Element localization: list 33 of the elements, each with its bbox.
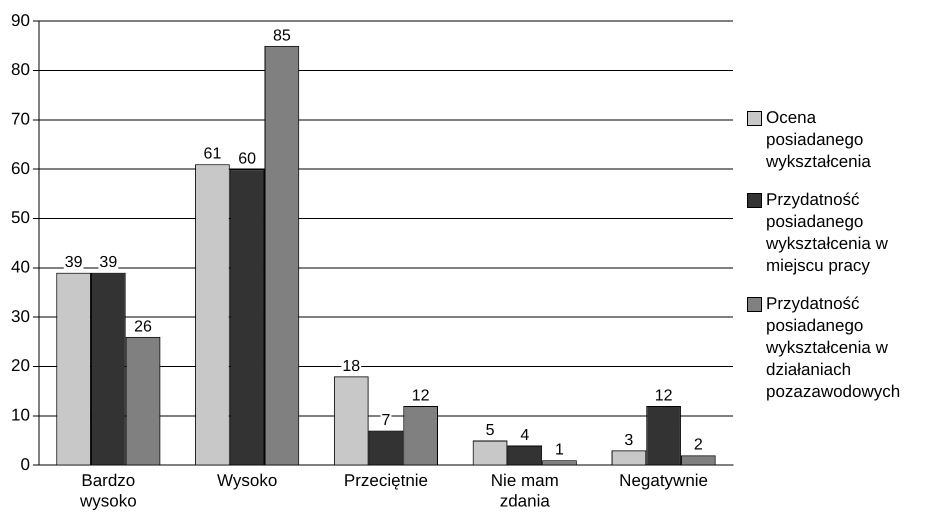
data-label: 60 xyxy=(238,150,256,168)
x-tick-label: Nie mam zdania xyxy=(490,471,559,510)
data-label: 7 xyxy=(382,412,390,430)
y-tick-label: 40 xyxy=(10,258,30,277)
x-tick-label: Negatywnie xyxy=(619,471,708,490)
data-label: 39 xyxy=(99,254,118,272)
data-label: 1 xyxy=(555,442,564,459)
y-tick-label: 90 xyxy=(10,10,30,30)
data-label: 85 xyxy=(272,27,291,44)
legend-label: Przydatność posiadanego wykształcenia w działaniach pozazawodowych xyxy=(766,293,902,403)
y-tick-label: 70 xyxy=(10,110,30,129)
x-tick-label: Bardzo wysoko xyxy=(78,471,137,510)
data-label: 3 xyxy=(624,432,634,449)
legend-label: Ocena posiadanego wykształcenia xyxy=(766,107,872,173)
y-tick-label: 10 xyxy=(10,406,30,425)
data-label: 4 xyxy=(520,426,530,444)
y-tick-label: 60 xyxy=(10,158,30,178)
data-label: 18 xyxy=(342,358,360,375)
y-tick-label: 80 xyxy=(10,60,30,80)
legend-label: Przydatność posiadanego wykształcenia w miejscu pracy xyxy=(766,189,889,277)
y-tick-label: 50 xyxy=(10,208,30,228)
y-tick-label: 20 xyxy=(10,356,30,376)
x-tick-label: Wysoko xyxy=(216,471,278,490)
data-label: 12 xyxy=(654,387,673,404)
x-tick-label: Przeciętnie xyxy=(344,471,428,490)
data-label: 61 xyxy=(204,146,222,163)
data-label: 12 xyxy=(412,387,430,404)
data-label: 2 xyxy=(694,436,703,454)
data-label: 5 xyxy=(486,422,495,439)
data-label: 26 xyxy=(134,318,152,336)
y-tick-label: 0 xyxy=(20,454,30,474)
y-tick-label: 30 xyxy=(10,306,30,326)
data-label: 39 xyxy=(64,254,83,272)
